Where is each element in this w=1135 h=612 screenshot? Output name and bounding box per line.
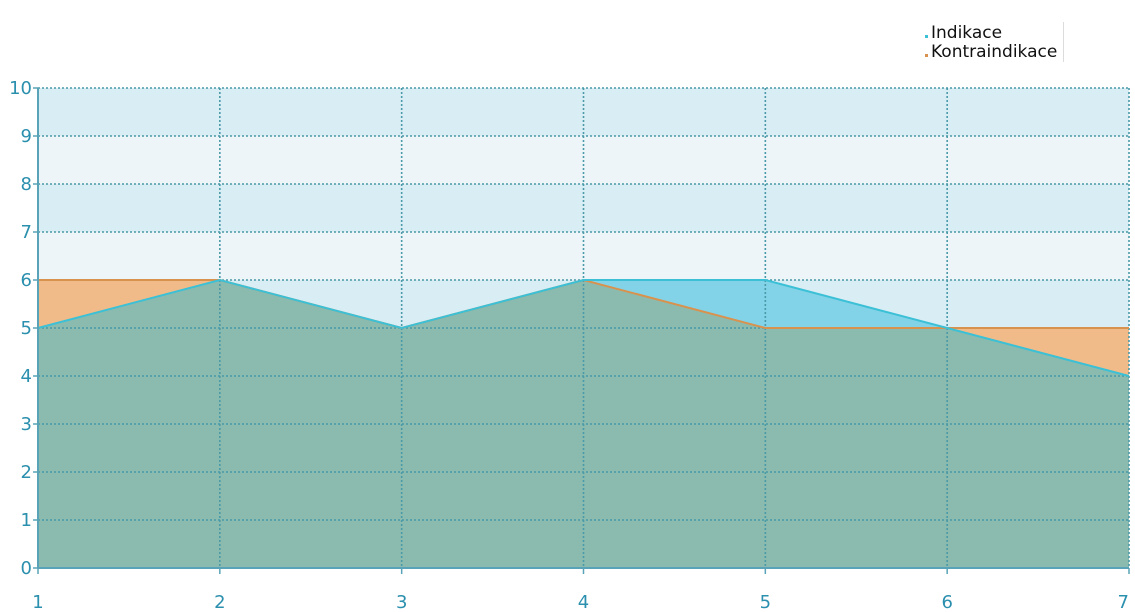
legend-swatch-indikace [925, 35, 928, 38]
x-tick-label: 5 [760, 592, 771, 612]
y-tick-label: 10 [9, 78, 32, 99]
legend-label-indikace: Indikace [931, 23, 1003, 43]
x-tick-label: 4 [578, 592, 589, 612]
y-tick-label: 2 [21, 462, 32, 483]
y-tick-label: 5 [21, 318, 32, 339]
y-tick-label: 8 [21, 174, 32, 195]
legend-label-kontraindikace: Kontraindikace [931, 42, 1058, 62]
y-tick-label: 9 [21, 126, 32, 147]
y-tick-label: 1 [21, 510, 32, 531]
x-tick-label: 3 [396, 592, 407, 612]
y-tick-label: 3 [21, 414, 32, 435]
y-tick-label: 4 [21, 366, 32, 387]
legend-swatch-kontraindikace [925, 54, 928, 57]
legend-item-indikace: Indikace [922, 24, 1057, 43]
y-tick-label: 7 [21, 222, 32, 243]
x-tick-label: 1 [32, 592, 43, 612]
legend-item-kontraindikace: Kontraindikace [922, 43, 1057, 62]
x-tick-label: 6 [941, 592, 952, 612]
y-tick-label: 6 [21, 270, 32, 291]
x-tick-label: 2 [214, 592, 225, 612]
legend: Indikace Kontraindikace [922, 22, 1065, 62]
line-indikace [37, 278, 1130, 377]
x-tick-label: 7 [1118, 592, 1129, 612]
y-tick-label: 0 [21, 558, 32, 579]
